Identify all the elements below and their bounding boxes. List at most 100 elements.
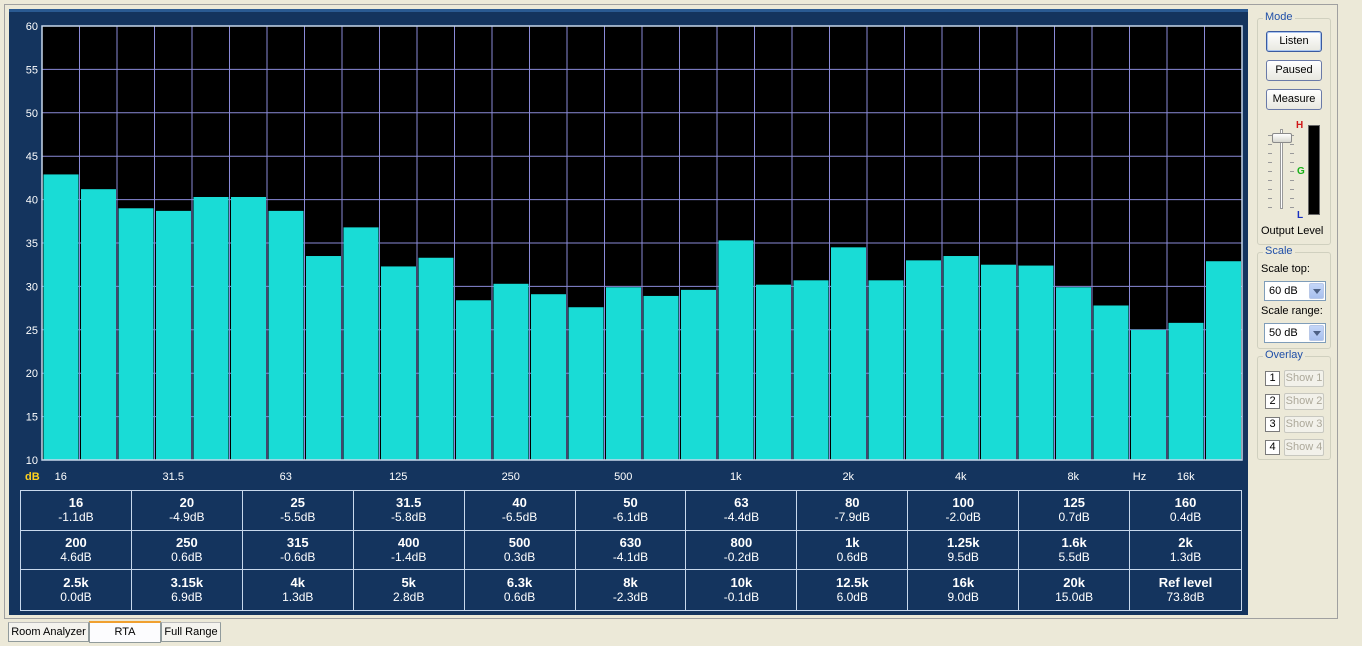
chart-bar [568, 307, 604, 460]
slider-thumb[interactable] [1272, 132, 1292, 143]
tab-room-analyzer[interactable]: Room Analyzer [8, 622, 89, 642]
chart-bar [381, 266, 416, 460]
band-frequency: 20k [1063, 575, 1085, 591]
chart-bar [231, 196, 266, 460]
chart-bar [268, 210, 304, 460]
band-cell: 4k 1.3dB [243, 570, 354, 610]
x-tick-label: 1k [730, 471, 742, 483]
show-1-button[interactable]: Show 1 [1284, 370, 1324, 387]
band-value: 73.8dB [1166, 590, 1205, 605]
y-tick-label: 50 [26, 108, 38, 120]
band-value: 6.9dB [171, 590, 203, 605]
band-value: 1.3dB [282, 590, 314, 605]
band-value: -0.6dB [280, 549, 316, 564]
paused-button[interactable]: Paused [1266, 60, 1322, 81]
control-sidebar: Mode Listen Paused Measure H G L Output … [1253, 10, 1333, 610]
y-axis-label: dB [25, 471, 40, 483]
show-3-button[interactable]: Show 3 [1284, 416, 1324, 433]
band-value: 0.0dB [60, 590, 92, 605]
band-value: 0.6dB [171, 549, 203, 564]
band-cell: 40 -6.5dB [464, 491, 576, 531]
band-value: -6.5dB [501, 510, 538, 525]
band-frequency: 1.25k [946, 534, 980, 550]
x-tick-label: 16k [1177, 471, 1195, 483]
slider-tick [1268, 189, 1272, 190]
band-frequency: 250 [176, 534, 198, 550]
band-value: 9.0dB [947, 590, 979, 605]
chart-bar [606, 287, 641, 460]
chart-bar [531, 294, 566, 460]
measure-button[interactable]: Measure [1266, 89, 1322, 110]
scale-group: Scale Scale top: 60 dB Scale range: 50 d… [1257, 245, 1331, 349]
chart-bar [906, 260, 941, 460]
overlay-4-button[interactable]: 4 [1265, 440, 1280, 455]
x-tick-label: 2k [842, 471, 854, 483]
band-frequency: 31.5 [396, 495, 422, 511]
band-cell: 12.5k 6.0dB [797, 570, 909, 610]
band-frequency: 50 [623, 495, 638, 511]
slider-tick [1290, 153, 1294, 154]
chart-bar [643, 295, 679, 460]
band-value: -7.9dB [834, 510, 870, 525]
output-level-slider[interactable] [1264, 125, 1298, 217]
overlay-1-button[interactable]: 1 [1265, 371, 1280, 386]
overlay-3-button[interactable]: 3 [1265, 417, 1280, 432]
band-cell: 16k 9.0dB [908, 570, 1020, 610]
band-cell: 160 0.4dB [1130, 491, 1241, 531]
tab-rta[interactable]: RTA [89, 621, 161, 643]
band-value: -5.8dB [390, 510, 427, 525]
slider-tick [1268, 198, 1272, 199]
band-cell: 6.3k 0.6dB [465, 570, 576, 610]
chart-bar [118, 208, 154, 460]
band-frequency: 5k [401, 575, 416, 591]
band-frequency: 1.6k [1061, 534, 1087, 550]
scale-range-select[interactable]: 50 dB [1264, 323, 1326, 343]
chart-bar [418, 257, 454, 460]
chart-bar [1093, 305, 1129, 460]
dropdown-arrow-icon[interactable] [1309, 283, 1324, 299]
slider-tick [1290, 189, 1294, 190]
band-cell: 10k -0.1dB [686, 570, 798, 610]
chart-bar [831, 247, 866, 460]
band-value: 6.0dB [836, 590, 868, 605]
show-4-button[interactable]: Show 4 [1284, 439, 1324, 456]
band-frequency: 4k [290, 575, 305, 591]
band-frequency: 3.15k [170, 575, 204, 591]
chart-bar [306, 256, 341, 460]
chart-bar [681, 289, 716, 460]
slider-track [1280, 129, 1283, 209]
band-value: 0.3dB [503, 549, 536, 564]
slider-tick [1268, 171, 1272, 172]
band-value: 0.7dB [1058, 510, 1090, 525]
dropdown-arrow-icon[interactable] [1309, 325, 1324, 341]
chart-bar [43, 174, 79, 461]
band-cell: 1.25k 9.5dB [908, 530, 1020, 571]
scale-top-value: 60 dB [1269, 285, 1298, 297]
band-level-table: 16 -1.1dB 20 -4.9dB 25 -5.5dB 31.5 -5.8dB 40 -6.5… [20, 490, 1242, 611]
slider-tick [1268, 144, 1272, 145]
chart-bar [193, 196, 229, 460]
show-2-button[interactable]: Show 2 [1284, 393, 1324, 410]
band-value: -4.4dB [723, 510, 760, 525]
band-value: -1.4dB [390, 549, 427, 564]
band-cell: 400 -1.4dB [353, 530, 465, 571]
overlay-2-button[interactable]: 2 [1265, 394, 1280, 409]
rta-chart: 10 15 20 25 30 35 40 45 50 55 60 dB 16 31.5 63 125 250 50… [25, 21, 1243, 483]
slider-tick [1268, 207, 1272, 208]
band-cell: 8k -2.3dB [576, 570, 687, 610]
band-frequency: 100 [952, 495, 975, 511]
scale-top-select[interactable]: 60 dB [1264, 281, 1326, 301]
band-value: -0.2dB [723, 549, 760, 564]
band-value: -6.1dB [612, 510, 649, 525]
band-cell: 63 -4.4dB [686, 491, 798, 531]
band-frequency: 80 [845, 495, 860, 511]
listen-button[interactable]: Listen [1266, 31, 1322, 52]
y-tick-label: 35 [26, 238, 38, 250]
x-tick-label: 250 [502, 471, 520, 483]
band-value: 0.6dB [836, 549, 868, 564]
tab-full-range[interactable]: Full Range [161, 622, 221, 642]
band-cell: 200 4.6dB [21, 530, 132, 571]
mode-group: Mode Listen Paused Measure H G L Output … [1257, 11, 1331, 245]
band-frequency: 12.5k [836, 575, 869, 591]
chart-bar [868, 280, 904, 460]
